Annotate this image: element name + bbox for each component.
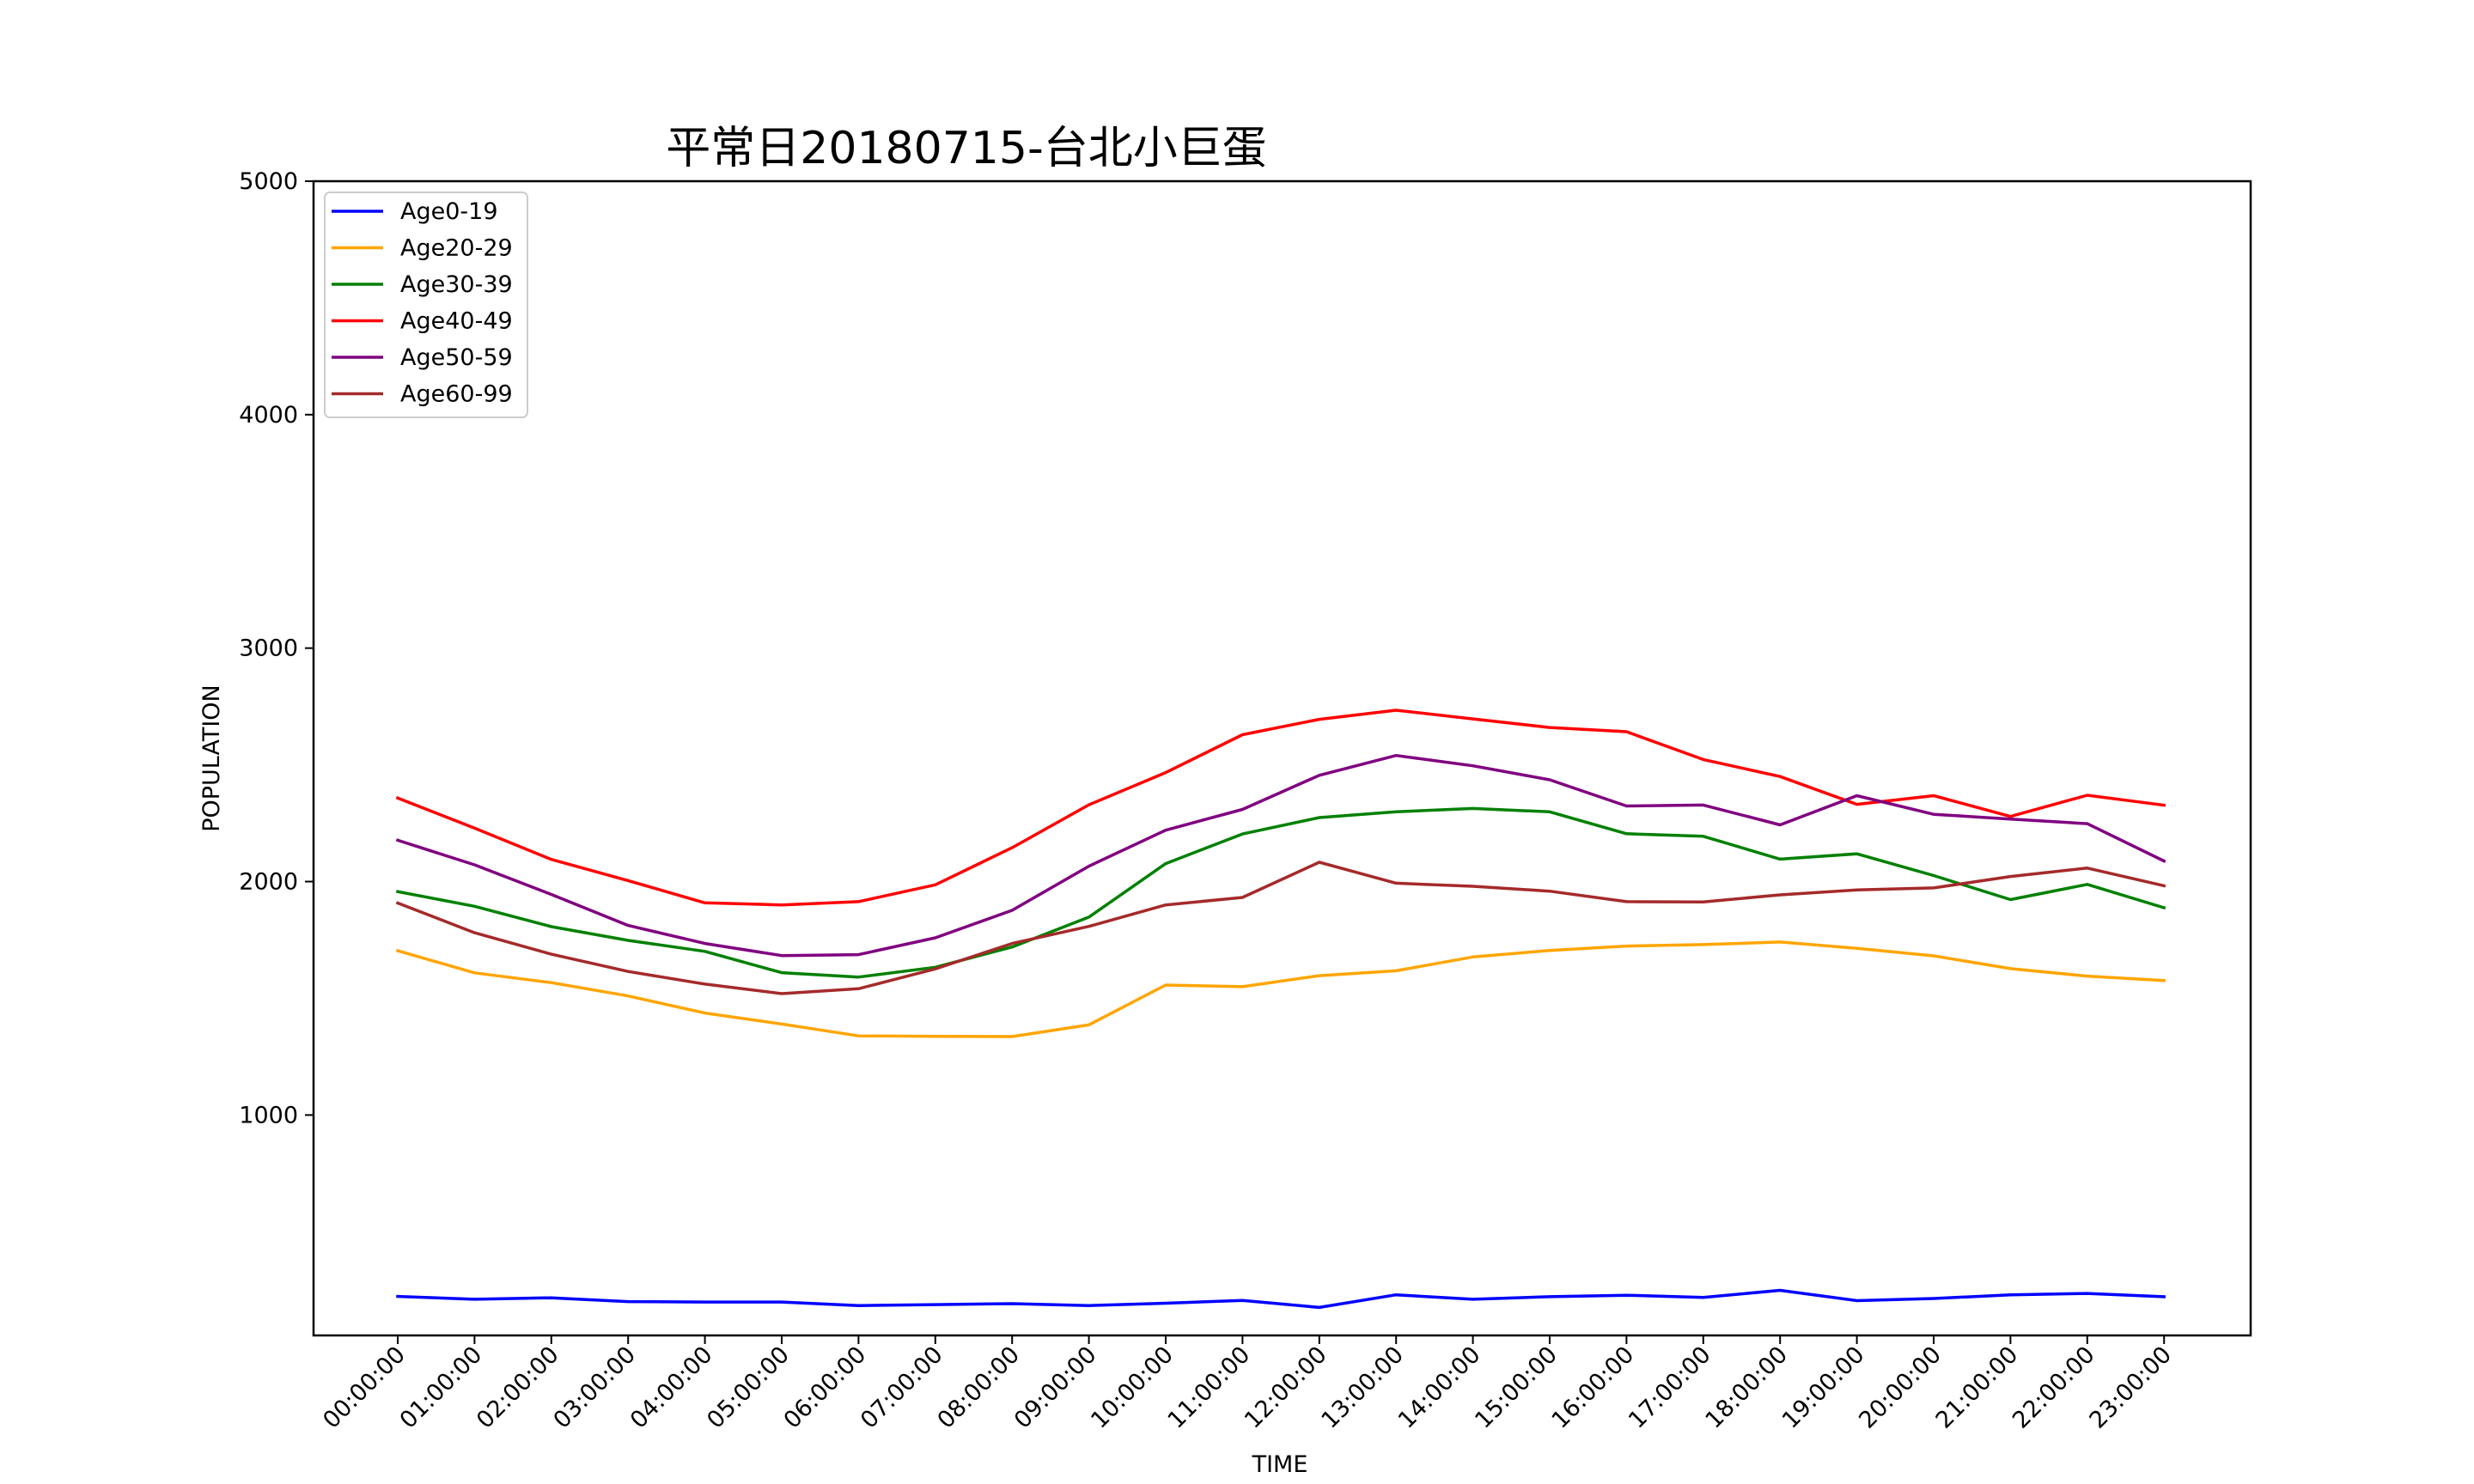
- legend-label: Age60-99: [400, 381, 513, 408]
- y-axis-label: POPULATION: [198, 684, 225, 832]
- series-line-age60-99: [395, 861, 2166, 995]
- x-axis-label: TIME: [1252, 1451, 1308, 1478]
- series-line-age30-39: [395, 806, 2166, 979]
- series-line-age0-19: [396, 1288, 2166, 1310]
- axes-frame: [312, 179, 2252, 1337]
- y-tick-label: 3000: [239, 636, 298, 662]
- legend: Age0-19 Age20-29 Age30-39 Age40-49 Age50-59 A…: [324, 192, 528, 418]
- series-line-age50-59: [395, 753, 2166, 958]
- y-tick-label: 4000: [239, 402, 298, 429]
- legend-label: Age40-49: [400, 308, 513, 335]
- y-axis: 1000 2000 3000 4000 5000: [239, 168, 314, 1128]
- series-line-age20-29: [395, 940, 2166, 1038]
- legend-label: Age20-29: [400, 235, 513, 262]
- legend-label: Age50-59: [400, 344, 513, 371]
- y-tick-label: 5000: [239, 168, 298, 195]
- legend-label: Age30-39: [400, 271, 513, 298]
- legend-label: Age0-19: [400, 198, 498, 225]
- y-tick-label: 2000: [239, 869, 298, 896]
- series-line-age40-49: [395, 709, 2166, 907]
- plot-area: [395, 709, 2166, 1310]
- y-tick-label: 1000: [239, 1102, 298, 1128]
- chart-title: 平常日20180715-台北小巨蛋: [666, 123, 1266, 174]
